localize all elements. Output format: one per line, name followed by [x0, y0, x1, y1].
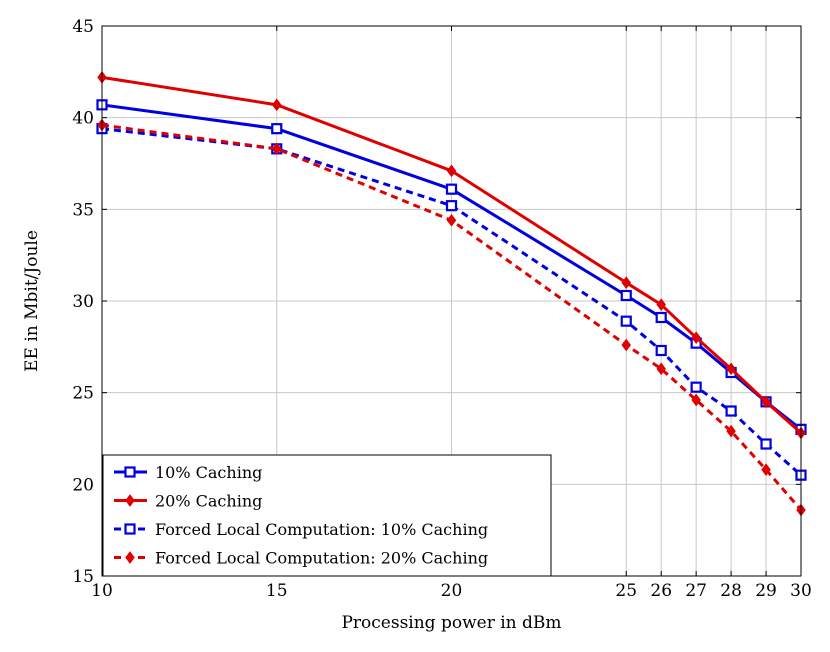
y-tick-label: 35 — [72, 200, 94, 220]
data-point — [445, 183, 458, 195]
legend: 10% Caching 20% Caching Forced Local Compu… — [102, 454, 552, 577]
data-point — [620, 289, 632, 302]
x-tick-label: 20 — [441, 581, 463, 601]
series-line — [101, 123, 803, 511]
legend-entry: Forced Local Computation: 10% Caching — [114, 520, 488, 539]
data-point — [271, 123, 283, 135]
data-point — [446, 213, 457, 227]
legend-label: Forced Local Computation: 10% Caching — [155, 520, 488, 539]
x-tick-label: 26 — [650, 581, 672, 601]
legend-swatch-marker — [125, 551, 135, 564]
x-tick-label: 29 — [755, 581, 777, 601]
y-tick-label: 25 — [72, 384, 94, 404]
legend-swatch-marker — [124, 466, 136, 478]
series-4 — [97, 118, 806, 517]
data-point — [656, 298, 666, 311]
legend-box — [102, 454, 552, 577]
data-point — [655, 344, 667, 357]
x-tick-label: 15 — [266, 581, 288, 601]
legend-entry: 20% Caching — [114, 492, 262, 511]
data-point — [272, 98, 282, 112]
legend-swatch-marker — [125, 494, 135, 507]
series-layer — [96, 71, 807, 517]
data-point — [726, 362, 736, 376]
y-tick-label: 40 — [72, 109, 94, 129]
data-point — [691, 331, 701, 344]
x-tick-label: 30 — [790, 581, 812, 601]
x-tick-label: 10 — [91, 581, 113, 601]
data-point — [761, 395, 771, 409]
data-point — [760, 438, 772, 450]
y-axis-label: EE in Mbit/Joule — [22, 230, 42, 372]
x-tick-label: 27 — [685, 581, 707, 601]
data-point — [272, 142, 282, 156]
y-tick-label: 45 — [72, 17, 94, 37]
legend-label: 20% Caching — [155, 492, 262, 511]
data-point — [445, 200, 458, 212]
data-point — [621, 276, 631, 289]
y-tick-label: 20 — [72, 475, 94, 495]
x-tick-label: 25 — [615, 581, 637, 601]
y-tick-label: 15 — [72, 567, 94, 587]
data-point — [725, 405, 737, 417]
series-2 — [97, 71, 806, 440]
legend-entry: Forced Local Computation: 20% Caching — [114, 549, 488, 568]
data-point — [620, 315, 632, 327]
legend-label: 10% Caching — [155, 463, 262, 482]
data-point — [656, 362, 666, 376]
y-tick-label: 30 — [72, 292, 94, 312]
x-axis-label: Processing power in dBm — [341, 613, 561, 633]
legend-label: Forced Local Computation: 20% Caching — [155, 549, 488, 568]
data-point — [655, 311, 667, 324]
legend-entry: 10% Caching — [114, 463, 262, 482]
data-point — [761, 463, 771, 476]
legend-swatch-marker — [124, 523, 136, 535]
x-tick-label: 28 — [720, 581, 742, 601]
data-point — [690, 381, 702, 393]
data-point — [691, 393, 701, 407]
data-point — [726, 424, 736, 438]
data-point — [621, 338, 631, 352]
data-point — [446, 164, 457, 178]
